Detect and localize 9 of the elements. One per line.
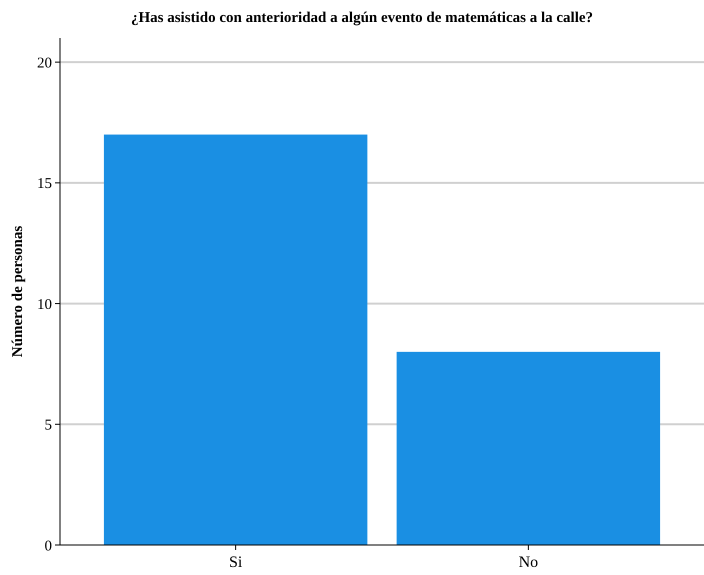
y-tick-label: 15	[37, 176, 52, 192]
x-tick-label: Si	[228, 554, 243, 571]
y-tick-label: 5	[44, 418, 52, 434]
y-tick-label: 10	[37, 296, 52, 313]
y-tick-label: 20	[37, 55, 52, 72]
x-tick-label: No	[518, 554, 538, 571]
chart-title: ¿Has asistido con anterioridad a algún evento de matemáticas a la calle?	[130, 10, 594, 26]
y-axis-title: Número de personas	[10, 226, 26, 358]
y-tick-label: 0	[44, 538, 52, 554]
